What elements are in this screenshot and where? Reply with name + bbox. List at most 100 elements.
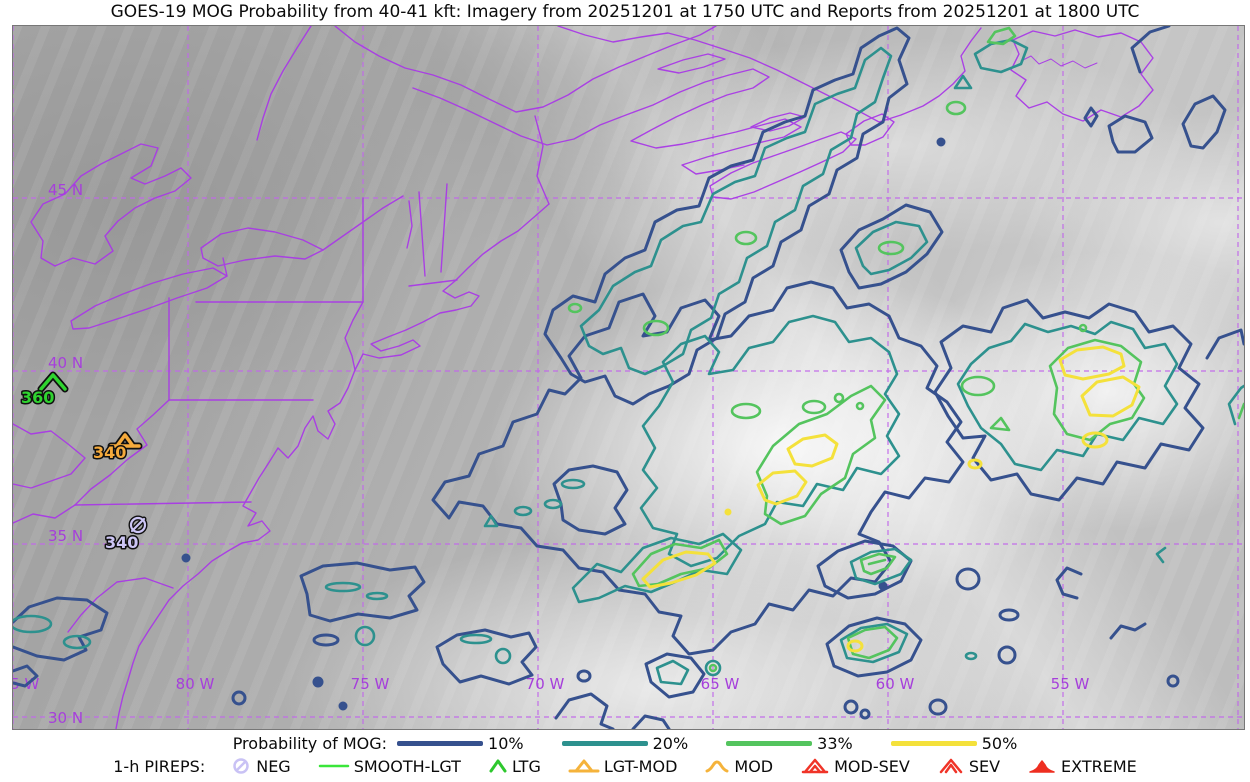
niagara-river (222, 257, 228, 277)
contour-10pct (543, 26, 911, 406)
contour-50pct (641, 550, 717, 589)
contour-50pct (1058, 345, 1141, 418)
contour-10pct-cell (998, 608, 1020, 622)
contour-33pct-cell (642, 319, 670, 337)
contour-33pct-cell (730, 402, 762, 420)
contour-50pct (756, 433, 839, 506)
border-va-nc (74, 501, 252, 506)
pirep-legend-label: NEG (256, 756, 291, 776)
border-sc-ga (67, 577, 174, 633)
east-coastline (115, 203, 550, 729)
nova-scotia (709, 131, 857, 200)
mog-swatch-50pct (890, 740, 977, 746)
prince-edward-island (750, 112, 806, 132)
lon-label: 65 W (701, 675, 740, 693)
mog-swatch-33pct (726, 740, 813, 746)
newfoundland-detail (1020, 55, 1098, 69)
lon-label: 60 W (876, 675, 915, 693)
contour-33pct (989, 338, 1244, 442)
lake-huron (30, 143, 192, 267)
contour-10pct-dot (936, 137, 946, 147)
page-title: GOES-19 MOG Probability from 40-41 kft: … (110, 2, 1140, 22)
contours-20pct (13, 38, 1244, 686)
contour-10pct (933, 298, 1244, 502)
lon-label: 75 W (351, 675, 390, 693)
contour-33pct-cell (708, 663, 718, 673)
mog-label-33pct: 33% (817, 733, 853, 753)
contour-33pct-cell (960, 375, 996, 397)
contour-10pct-cell (576, 669, 592, 683)
pirep-neg-symbol (128, 515, 148, 535)
grid-lines (13, 26, 1244, 729)
contour-10pct-dot (878, 581, 888, 591)
border-wv-va (74, 399, 170, 506)
st-lawrence-river (322, 195, 404, 251)
contour-50pct-cell (967, 458, 983, 470)
contour-10pct (431, 280, 965, 656)
delaware-river (344, 301, 364, 371)
mog-swatch-10pct (397, 740, 484, 746)
lake-ontario (200, 227, 324, 267)
mog-label-20pct: 20% (652, 733, 689, 753)
pirep-lgtmod-symbol (107, 431, 143, 450)
satellite-map: 45 N 40 N 35 N 30 N 85 W 80 W 75 W 70 W … (12, 25, 1245, 730)
contour-33pct-cell (945, 100, 967, 116)
pirep-legend-label: SEV (968, 756, 1001, 776)
lon-label: 80 W (176, 675, 215, 693)
contour-20pct (483, 514, 913, 686)
contour-10pct-dot (338, 701, 348, 711)
contour-33pct-cell (877, 240, 905, 256)
contours-10pct (13, 26, 1244, 729)
anticosti-island (657, 53, 726, 74)
mog-label-50pct: 50% (981, 733, 1018, 753)
lon-label: 55 W (1051, 675, 1090, 693)
lgt-mod-icon (568, 759, 600, 773)
contour-33pct (631, 538, 729, 588)
contour-20pct-cell (494, 647, 512, 665)
contour-10pct-cell (312, 633, 340, 647)
newfoundland (1010, 29, 1154, 122)
contour-50pct-cell (846, 639, 864, 653)
contour-20pct-cell (704, 659, 722, 677)
lon-label: 70 W (526, 675, 565, 693)
contour-10pct (13, 596, 706, 729)
labrador-coast (557, 26, 982, 123)
contour-20pct-cell (560, 478, 586, 490)
contour-33pct (755, 384, 887, 526)
contour-20pct (956, 320, 1179, 472)
mog-legend: Probability of MOG: 10% 20% 33% 50% (0, 732, 1250, 754)
pirep-ltg-glyph (39, 373, 67, 391)
pirep-lgtmod-glyph (109, 433, 141, 448)
pirep-legend-label: SMOOTH-LGT (353, 756, 461, 776)
lat-label: 40 N (48, 354, 83, 372)
contour-20pct-cell (543, 498, 563, 510)
ltg-icon (489, 759, 507, 773)
contour-10pct (299, 464, 629, 686)
contour-50pct-cell (1081, 431, 1109, 449)
contours-33pct (567, 26, 1244, 673)
smooth-lgt-icon (318, 764, 349, 768)
lat-label: 45 N (48, 181, 83, 199)
contour-10pct-cell (859, 708, 871, 720)
pirep-neg-glyph (129, 516, 147, 534)
contour-20pct-cell (354, 625, 376, 647)
border-nh-me (440, 183, 448, 273)
contour-10pct-dot (312, 676, 324, 688)
pirep-neg-glyph-slash (130, 517, 146, 533)
contour-10pct-cell (997, 645, 1017, 665)
ohio-river (13, 423, 86, 489)
mog-label-10pct: 10% (488, 733, 524, 753)
pirep-legend-label: LGT-MOD (603, 756, 678, 776)
contour-33pct-cell (855, 401, 865, 411)
contour-20pct-cell (365, 591, 389, 601)
pirep-legend-label: LTG (511, 756, 541, 776)
mog-legend-title: Probability of MOG: (232, 733, 388, 753)
pirep-legend-label: EXTREME (1061, 756, 1137, 776)
contour-33pct (846, 26, 1017, 660)
contour-10pct (839, 26, 1227, 290)
contours-50pct (641, 345, 1141, 653)
border-vt-ny (418, 191, 426, 277)
contour-33pct-cell (567, 302, 583, 314)
contour-33pct-cell (833, 392, 845, 404)
pireps-legend-title: 1-h PIREPS: (113, 756, 206, 776)
